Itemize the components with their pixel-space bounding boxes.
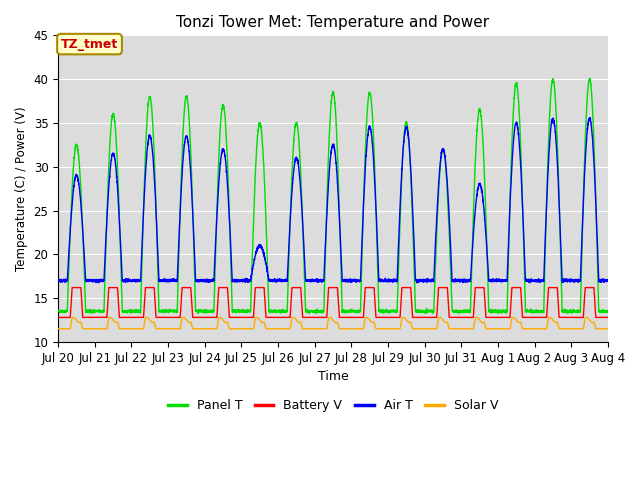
Title: Tonzi Tower Met: Temperature and Power: Tonzi Tower Met: Temperature and Power	[177, 15, 490, 30]
X-axis label: Time: Time	[317, 370, 348, 383]
Legend: Panel T, Battery V, Air T, Solar V: Panel T, Battery V, Air T, Solar V	[163, 394, 503, 417]
Text: TZ_tmet: TZ_tmet	[61, 37, 118, 50]
Y-axis label: Temperature (C) / Power (V): Temperature (C) / Power (V)	[15, 106, 28, 271]
